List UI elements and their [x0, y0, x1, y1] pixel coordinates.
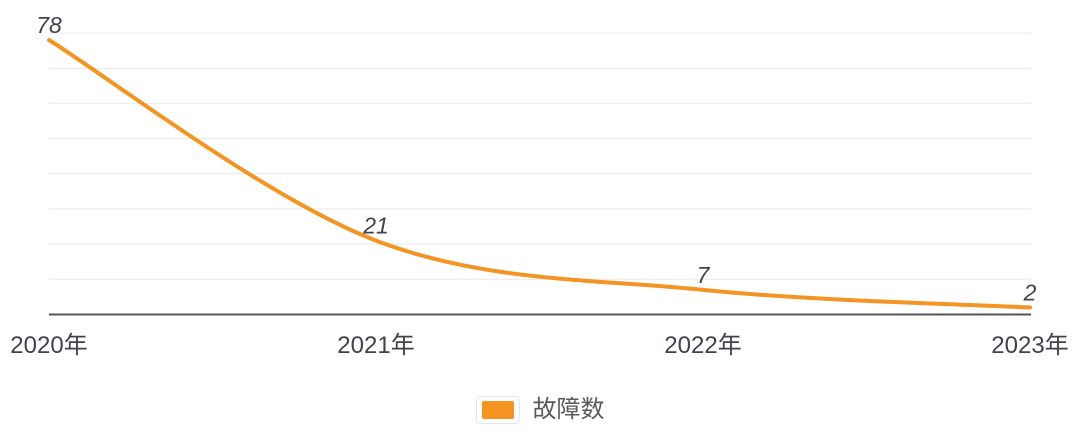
data-label: 21	[362, 213, 389, 239]
gridlines	[49, 32, 1031, 280]
data-label: 7	[697, 262, 711, 288]
data-label: 2	[1023, 280, 1037, 306]
series-line	[47, 38, 1032, 310]
legend-label: 故障数	[532, 396, 605, 423]
legend-swatch-frame	[475, 396, 520, 424]
legend-item-fault-count[interactable]: 故障数	[0, 396, 1080, 424]
data-labels: 78 21 7 2	[36, 12, 1036, 306]
data-label: 78	[36, 12, 62, 38]
legend-swatch	[481, 401, 514, 419]
